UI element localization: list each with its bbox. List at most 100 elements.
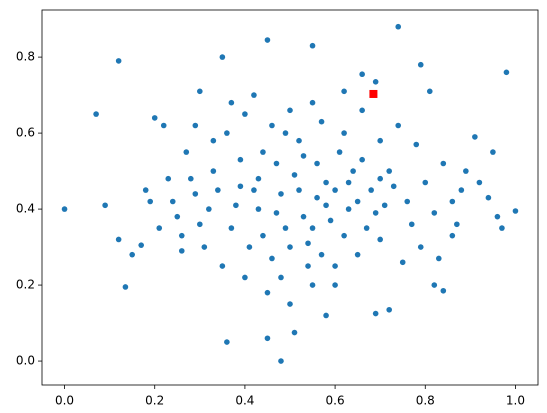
point — [359, 156, 365, 163]
point — [287, 301, 293, 307]
point — [242, 274, 248, 281]
plot-frame — [41, 9, 539, 386]
point — [305, 240, 311, 247]
point — [224, 339, 230, 345]
point — [174, 213, 181, 220]
point — [431, 282, 438, 288]
x-tick-label: 0.0 — [55, 394, 74, 408]
point — [102, 202, 108, 209]
point — [264, 335, 271, 342]
point — [93, 111, 99, 117]
point — [377, 137, 383, 144]
point — [237, 183, 244, 190]
point — [224, 130, 230, 136]
point — [61, 206, 68, 212]
highlight-point — [369, 89, 378, 98]
point — [309, 225, 316, 231]
point — [341, 88, 347, 95]
point — [219, 263, 226, 269]
point — [404, 198, 411, 205]
x-tick-label: 0.2 — [145, 394, 164, 408]
point — [422, 179, 429, 186]
x-tick-label: 1.0 — [506, 394, 525, 408]
point — [309, 282, 316, 288]
point — [359, 71, 365, 78]
y-tick-label: 0.6 — [16, 126, 35, 140]
point — [332, 282, 338, 288]
point — [192, 191, 199, 197]
point — [206, 206, 212, 212]
point — [122, 284, 129, 290]
point — [494, 213, 501, 220]
point — [237, 156, 244, 163]
point — [332, 263, 338, 269]
point — [314, 160, 320, 167]
point — [512, 208, 519, 214]
point — [160, 122, 167, 129]
point — [408, 221, 415, 228]
point — [287, 107, 293, 114]
point — [449, 198, 456, 205]
point — [318, 118, 325, 125]
point — [242, 111, 248, 117]
point — [350, 168, 356, 174]
point — [115, 236, 122, 243]
x-tick-label: 0.4 — [235, 394, 254, 408]
y-tick-label: 0.8 — [16, 50, 35, 64]
point — [300, 213, 307, 220]
point — [476, 179, 483, 186]
point — [296, 187, 302, 193]
point — [129, 251, 135, 258]
point — [323, 202, 329, 209]
point — [215, 187, 221, 193]
point — [499, 225, 505, 231]
point — [323, 312, 329, 319]
point — [291, 329, 298, 336]
point — [390, 183, 397, 190]
point — [269, 255, 275, 262]
point — [228, 225, 235, 231]
point — [503, 69, 510, 76]
point — [264, 289, 271, 296]
point — [156, 225, 163, 231]
point — [210, 168, 217, 174]
point — [287, 244, 293, 250]
point — [454, 221, 460, 228]
point — [183, 149, 190, 155]
point — [318, 251, 325, 258]
point — [381, 202, 388, 209]
point — [368, 187, 374, 193]
point — [417, 61, 424, 68]
point — [372, 210, 379, 216]
point — [233, 202, 239, 209]
point — [151, 115, 158, 121]
x-tick-label: 0.6 — [326, 394, 345, 408]
point — [260, 149, 266, 155]
point — [323, 179, 329, 186]
point — [142, 187, 149, 193]
point — [201, 244, 208, 250]
point — [305, 263, 311, 269]
point — [363, 225, 370, 231]
point — [115, 58, 122, 64]
point — [296, 137, 302, 144]
point — [210, 137, 217, 144]
point — [282, 130, 289, 136]
y-tick-label: 0.2 — [16, 278, 35, 292]
point — [436, 255, 442, 262]
point — [372, 79, 379, 85]
point — [192, 122, 199, 129]
point — [440, 287, 447, 294]
point — [341, 130, 347, 136]
point — [449, 232, 456, 239]
point — [309, 99, 316, 106]
point — [309, 42, 316, 49]
point — [395, 23, 402, 30]
point — [377, 175, 383, 182]
point — [264, 37, 271, 43]
point — [178, 248, 185, 254]
point — [354, 198, 361, 205]
point — [260, 232, 266, 239]
point — [255, 206, 262, 212]
point — [485, 194, 492, 201]
